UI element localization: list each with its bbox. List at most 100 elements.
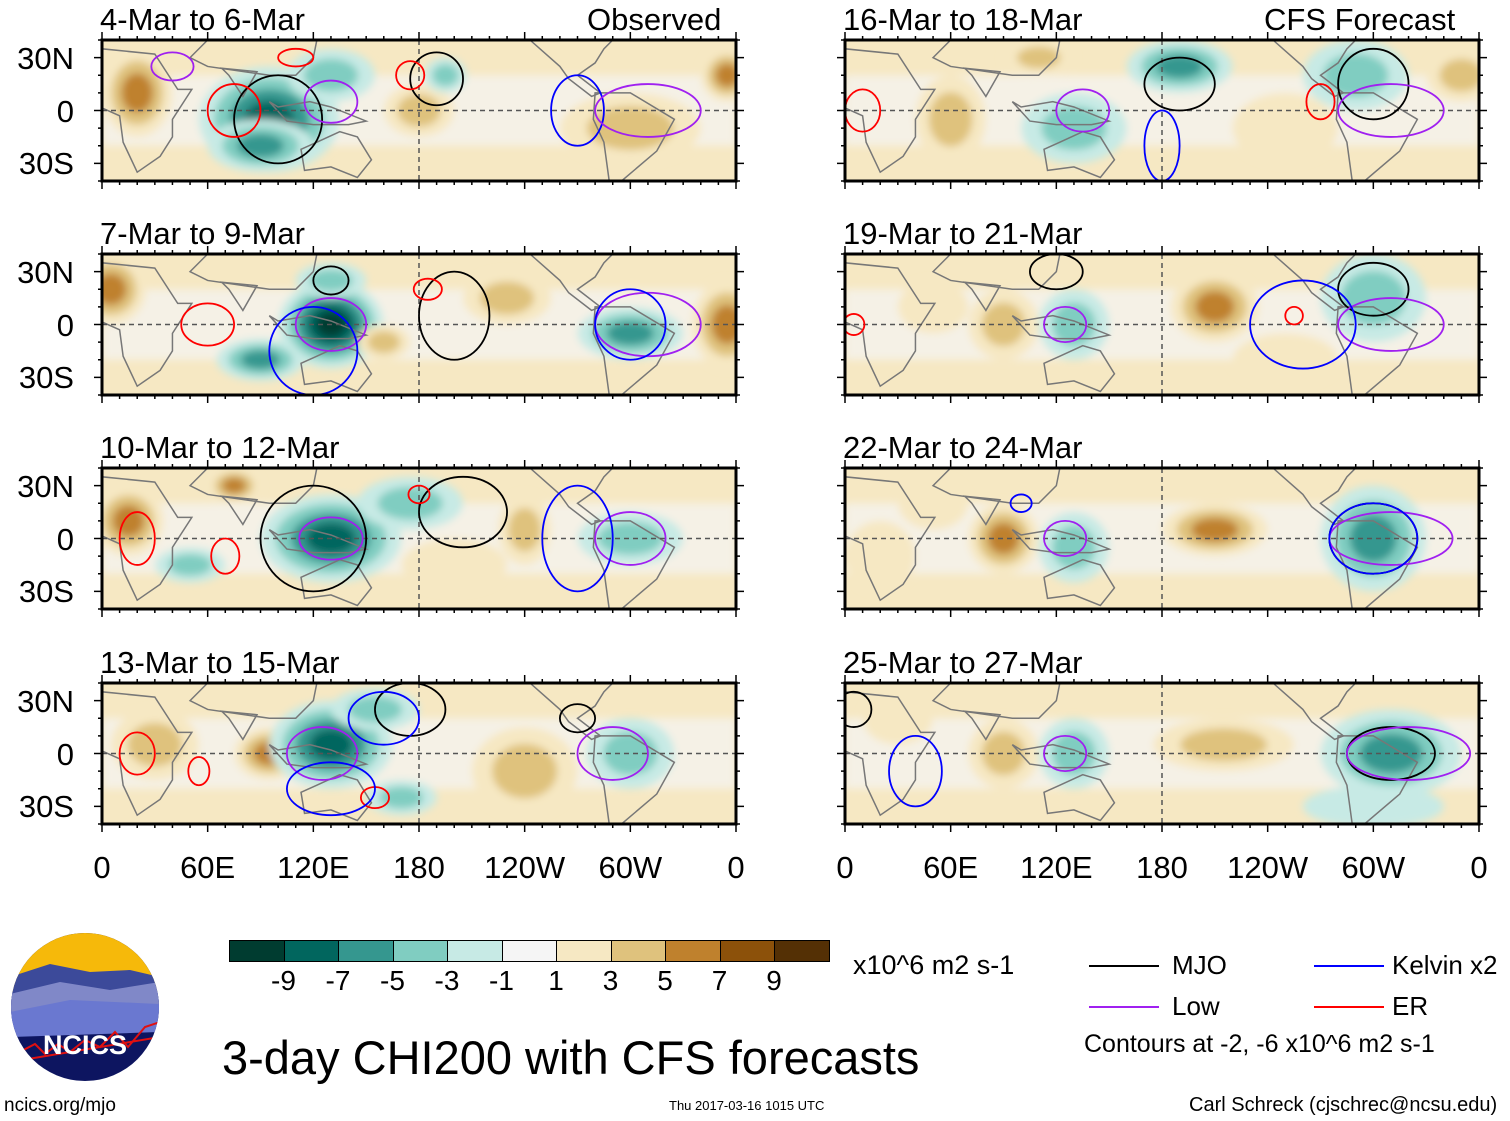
observed-header: Observed xyxy=(587,2,722,37)
colorbar-tick-label: -9 xyxy=(271,965,296,996)
anomaly-shade xyxy=(862,691,934,745)
coastline xyxy=(962,495,1002,526)
wave-contour xyxy=(594,83,702,138)
anomaly-shade xyxy=(127,722,182,767)
coastline xyxy=(1043,558,1116,607)
anomaly-shade xyxy=(309,729,353,761)
coastline xyxy=(300,558,373,607)
colorbar-tick-label: 5 xyxy=(657,965,673,996)
wave-contour xyxy=(347,690,420,746)
y-tick-label: 30S xyxy=(18,146,74,182)
cfs-forecast-header: CFS Forecast xyxy=(1264,2,1456,37)
anomaly-shade xyxy=(479,281,535,315)
wave-contour xyxy=(1337,261,1410,317)
wave-contour xyxy=(1284,305,1304,326)
wave-contour xyxy=(1249,279,1357,370)
coastline xyxy=(962,710,1002,741)
anomaly-shade xyxy=(897,476,969,530)
wave-contour xyxy=(210,537,241,575)
y-tick-label: 30S xyxy=(18,360,74,396)
y-tick-label: 30N xyxy=(17,40,74,76)
anomaly-shade xyxy=(1195,291,1235,323)
wave-contour xyxy=(233,74,324,165)
legend-mjo-line xyxy=(1089,965,1159,967)
colorbar-swatch xyxy=(230,941,285,961)
legend-mjo-label: MJO xyxy=(1172,950,1227,980)
anomaly-shade xyxy=(240,350,281,370)
anomaly-shade xyxy=(377,486,443,520)
anomaly-shade xyxy=(309,269,353,292)
colorbar-tick-label: 3 xyxy=(602,965,619,996)
anomaly-shade xyxy=(1180,728,1267,761)
wave-contour xyxy=(1143,56,1216,112)
colorbar-swatch xyxy=(284,941,339,961)
anomaly-shade xyxy=(508,507,541,552)
anomaly-shade xyxy=(168,554,212,576)
wave-contour xyxy=(180,302,235,347)
wave-contour xyxy=(418,475,508,549)
coastline xyxy=(962,67,1002,98)
x-tick-label: 120E xyxy=(1020,850,1093,885)
anomaly-shade xyxy=(1232,333,1339,387)
x-tick-label: 120W xyxy=(484,850,566,885)
coastline xyxy=(1335,92,1419,181)
x-tick-label: 60E xyxy=(180,850,236,885)
coastline xyxy=(845,48,937,174)
coastline xyxy=(188,683,318,719)
coastline xyxy=(1011,528,1112,554)
anomaly-map xyxy=(837,246,1487,403)
panel-title: 22-Mar to 24-Mar xyxy=(843,430,1083,465)
wave-contour xyxy=(259,484,368,593)
x-tick-label: 120W xyxy=(1227,850,1309,885)
anomaly-shade xyxy=(1302,785,1444,824)
wave-contour xyxy=(1328,502,1419,575)
wave-contour xyxy=(1337,47,1410,121)
coastline xyxy=(219,710,259,741)
colorbar-tick-label: -7 xyxy=(325,965,351,996)
x-tick-label: 60W xyxy=(598,850,663,885)
coastline xyxy=(528,254,614,312)
legend-low-line xyxy=(1089,1006,1159,1008)
wave-contour xyxy=(541,484,614,593)
coastline xyxy=(188,254,318,290)
url-link[interactable]: ncics.org/mjo xyxy=(4,1095,116,1116)
colorbar-swatch xyxy=(775,941,829,961)
legend-kelvin-line xyxy=(1314,965,1384,967)
anomaly-shade xyxy=(981,302,1026,347)
anomaly-shade xyxy=(379,786,424,809)
wave-contour xyxy=(845,690,873,728)
anomaly-map xyxy=(94,32,744,189)
coastline xyxy=(268,743,369,769)
x-tick-label: 60W xyxy=(1341,850,1406,885)
coastline xyxy=(219,67,259,98)
anomaly-shade xyxy=(1349,515,1397,562)
coastline xyxy=(931,40,1061,76)
panel-title: 7-Mar to 9-Mar xyxy=(100,216,305,251)
x-tick-label: 0 xyxy=(93,850,111,885)
anomaly-shade xyxy=(987,522,1020,555)
coastline xyxy=(188,468,318,504)
wave-contour xyxy=(412,277,443,301)
anomaly-shade xyxy=(102,273,127,305)
coastline xyxy=(1011,743,1112,769)
colorbar-tick-label: 1 xyxy=(548,965,564,996)
panel-title: 16-Mar to 18-Mar xyxy=(843,2,1083,37)
colorbar-units: x10^6 m2 s-1 xyxy=(853,950,1015,980)
x-tick-label: 120E xyxy=(277,850,350,885)
anomaly-shade xyxy=(1359,733,1423,774)
anomaly-shade xyxy=(981,731,1026,776)
wave-contour xyxy=(1337,297,1445,352)
wave-contour xyxy=(303,79,359,124)
anomaly-shade xyxy=(237,134,284,158)
coastline xyxy=(1011,314,1112,340)
wave-contour xyxy=(1043,734,1088,773)
coastline xyxy=(1271,468,1357,526)
coastline xyxy=(1271,254,1357,312)
coastline xyxy=(219,495,259,526)
wave-contour xyxy=(1346,726,1472,781)
coastline xyxy=(845,691,937,817)
wave-contour xyxy=(298,516,364,561)
coastline xyxy=(528,40,614,98)
logo-text: NCICS xyxy=(43,1030,127,1060)
colorbar-tick-label: -3 xyxy=(434,965,460,996)
